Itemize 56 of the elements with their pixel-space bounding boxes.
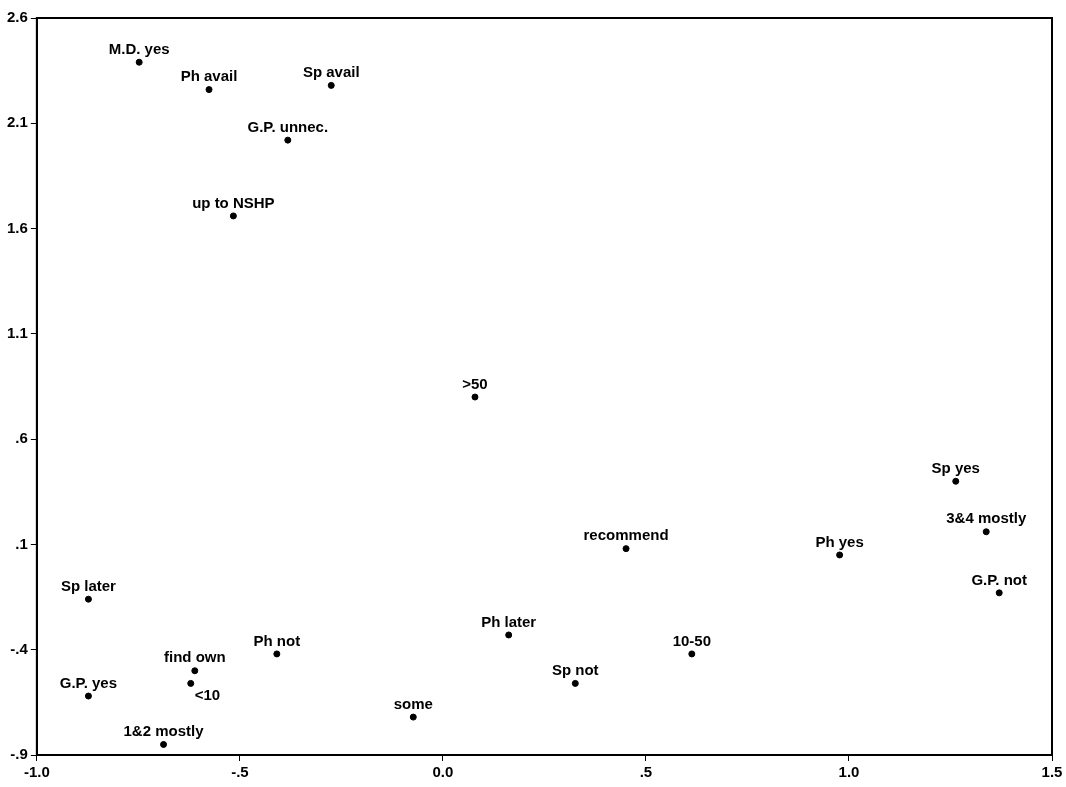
- point: [952, 477, 960, 485]
- annotation: some: [393, 694, 433, 712]
- point: [505, 631, 513, 639]
- point: [284, 136, 292, 144]
- annotation: Ph avail: [180, 67, 238, 85]
- annotation: 1&2 mostly: [123, 722, 205, 740]
- point: [187, 679, 195, 687]
- y-tick-label: 2.6: [6, 8, 28, 26]
- annotation: Sp yes: [931, 458, 980, 476]
- point: [982, 528, 990, 536]
- point: [471, 393, 479, 401]
- annotation: up to NSHP: [192, 193, 275, 211]
- point: [205, 86, 213, 94]
- annotation: <10: [194, 686, 221, 704]
- annotation: find own: [163, 648, 226, 666]
- x-tick-label: -.5: [231, 763, 249, 781]
- point: [191, 667, 199, 675]
- y-tick-label: 1.1: [6, 324, 28, 341]
- annotation: 10-50: [672, 631, 712, 649]
- point: [273, 650, 281, 658]
- point: [160, 740, 168, 748]
- point: [327, 81, 335, 89]
- y-tick-label: .1: [15, 534, 28, 552]
- annotation: 3&4 mostly: [946, 509, 1027, 527]
- point: [84, 595, 92, 603]
- y-tick-label: -.9: [10, 745, 28, 763]
- point: [571, 679, 579, 687]
- point: [836, 551, 844, 559]
- x-tick-label: -1.0: [23, 763, 50, 781]
- x-tick-label: 1.0: [838, 763, 860, 781]
- point: [135, 58, 143, 66]
- y-tick-label: .6: [15, 429, 28, 447]
- y-tick-label: 2.1: [6, 113, 28, 131]
- x-tick-label: 1.5: [1041, 763, 1063, 781]
- x-tick-label: .5: [639, 763, 653, 781]
- point: [622, 545, 630, 553]
- annotation: Ph yes: [815, 532, 864, 550]
- annotation: G.P. not: [971, 570, 1027, 588]
- annotation: Sp later: [60, 576, 117, 594]
- point: [229, 212, 237, 220]
- annotation: Sp avail: [302, 63, 360, 81]
- annotation: Ph later: [481, 612, 537, 630]
- annotation: >50: [462, 374, 488, 392]
- annotation: recommend: [583, 526, 669, 544]
- point: [409, 713, 417, 721]
- annotation: M.D. yes: [108, 39, 170, 57]
- point: [688, 650, 696, 658]
- y-tick-label: -.4: [10, 639, 29, 657]
- annotation: Sp not: [551, 661, 599, 679]
- y-tick-label: 1.6: [6, 218, 28, 236]
- x-tick-label: 0.0: [432, 763, 454, 781]
- point: [84, 692, 92, 700]
- point: [995, 589, 1003, 597]
- annotation: G.P. yes: [59, 673, 118, 691]
- annotation: Ph not: [253, 631, 301, 649]
- annotation: G.P. unnec.: [247, 117, 329, 135]
